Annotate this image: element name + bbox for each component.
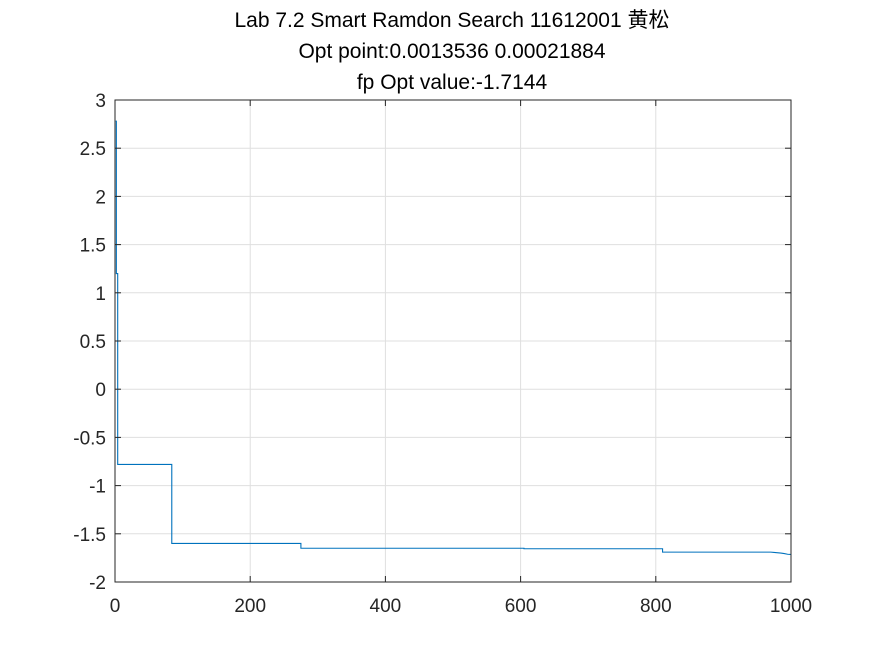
y-tick-label: 1.5	[80, 236, 106, 257]
y-tick-label: 0	[95, 380, 106, 401]
series-line	[115, 120, 792, 556]
x-tick-label: 600	[505, 596, 537, 617]
y-tick-label: 0.5	[80, 332, 106, 353]
chart-title: Lab 7.2 Smart Ramdon Search 11612001 黄松 …	[234, 9, 669, 94]
x-tick-label: 800	[640, 596, 672, 617]
chart-title-line-2: Opt point:0.0013536 0.00021884	[298, 40, 605, 63]
y-tick-label: -1.5	[73, 525, 106, 546]
axis-ticks	[114, 99, 792, 583]
x-tick-label: 200	[234, 596, 266, 617]
y-tick-label: -1	[89, 477, 106, 498]
y-tick-label: -2	[89, 573, 106, 594]
y-tick-label: -0.5	[73, 428, 106, 449]
x-tick-label: 1000	[770, 596, 812, 617]
y-tick-label: 3	[95, 91, 106, 112]
chart-title-line-3: fp Opt value:-1.7144	[357, 71, 548, 94]
y-tick-label: 2.5	[80, 139, 106, 160]
y-tick-label: 2	[95, 187, 106, 208]
y-tick-label: 1	[95, 284, 106, 305]
x-tick-label: 0	[110, 596, 121, 617]
chart-title-line-1: Lab 7.2 Smart Ramdon Search 11612001 黄松	[234, 9, 669, 32]
x-tick-label: 400	[370, 596, 402, 617]
data-series	[115, 120, 792, 556]
axis-tick-labels: 0 200 400 600 800 1000 3 2.5 2 1.5 1 0.5 0 -0.5 -1 -1.5…	[73, 91, 812, 617]
